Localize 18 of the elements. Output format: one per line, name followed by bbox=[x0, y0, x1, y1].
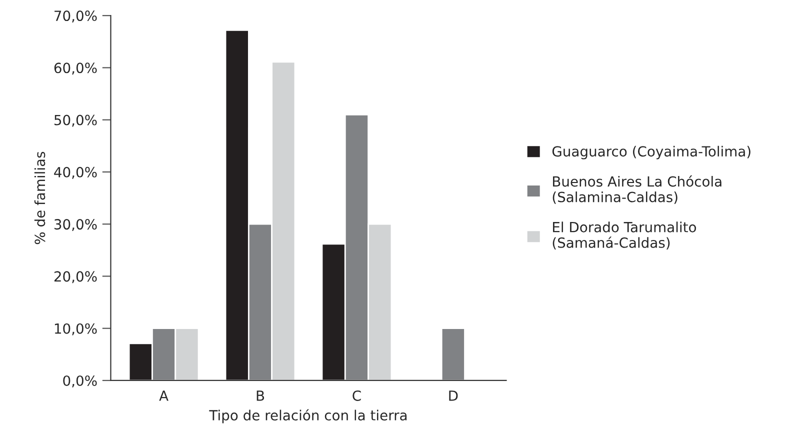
x-axis-title: Tipo de relación con la tierra bbox=[209, 409, 407, 424]
x-tick-label: C bbox=[352, 390, 361, 401]
y-tick-label: 60,0% bbox=[54, 62, 97, 75]
y-tick-label: 70,0% bbox=[54, 10, 97, 22]
x-tick-label: A bbox=[159, 390, 168, 401]
legend-label: Buenos Aires La Chócola (Salamina-Caldas) bbox=[552, 175, 722, 204]
y-tick-label: 10,0% bbox=[54, 323, 97, 336]
y-tick-label: 40,0% bbox=[54, 166, 97, 179]
legend-label: El Dorado Tarumalito (Samaná-Caldas) bbox=[552, 222, 696, 250]
y-axis-title: % de familias bbox=[34, 152, 46, 244]
legend-label: Guaguarco (Coyaima-Tolima) bbox=[552, 146, 750, 160]
y-tick-label: 30,0% bbox=[54, 219, 97, 231]
y-tick-label: 0,0% bbox=[63, 375, 97, 388]
x-tick-label: D bbox=[449, 390, 458, 401]
bar bbox=[440, 328, 466, 380]
y-tick-label: 50,0% bbox=[54, 114, 97, 127]
x-tick-label: B bbox=[256, 390, 264, 401]
y-tick-label: 20,0% bbox=[54, 271, 97, 284]
